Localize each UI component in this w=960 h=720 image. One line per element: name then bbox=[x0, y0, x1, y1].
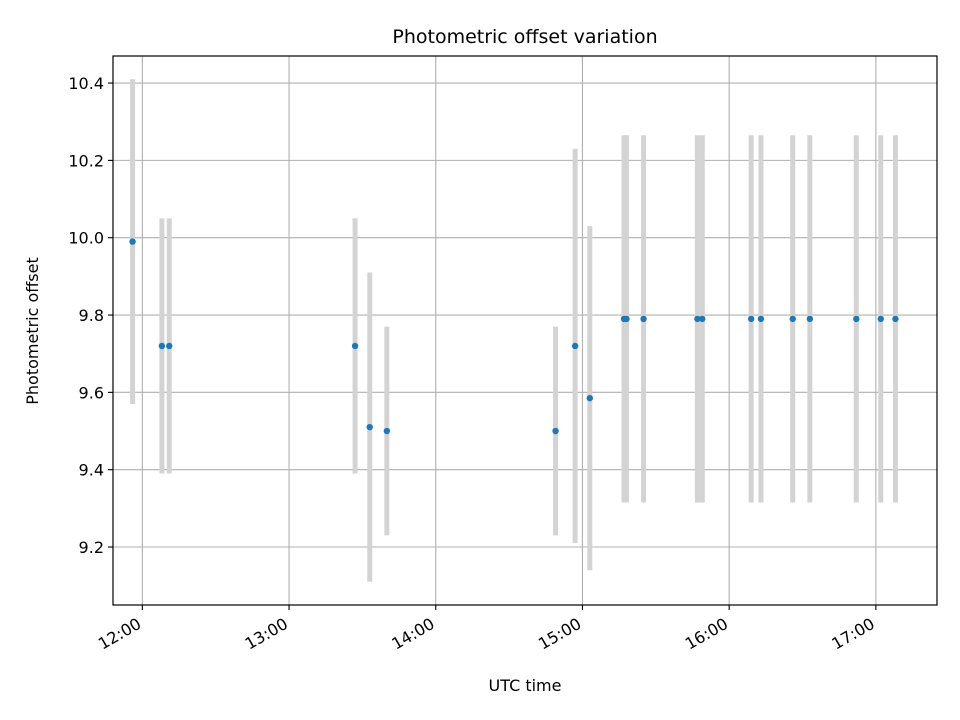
grid-lines bbox=[113, 56, 937, 605]
y-tick-label: 9.8 bbox=[79, 306, 104, 325]
data-point bbox=[806, 315, 814, 323]
data-point bbox=[747, 315, 755, 323]
data-point bbox=[571, 342, 579, 350]
x-axis-label: UTC time bbox=[489, 676, 562, 695]
y-tick-label: 10.4 bbox=[68, 74, 104, 93]
data-point bbox=[366, 423, 373, 431]
data-point bbox=[694, 315, 701, 323]
data-point bbox=[789, 315, 796, 323]
data-point bbox=[158, 342, 166, 350]
data-point bbox=[640, 315, 647, 323]
data-point bbox=[586, 394, 593, 402]
data-point bbox=[892, 315, 899, 323]
y-tick-label: 9.4 bbox=[79, 461, 104, 480]
y-tick-label: 9.6 bbox=[79, 383, 104, 402]
y-tick-label: 10.2 bbox=[68, 151, 104, 170]
data-point bbox=[757, 315, 765, 323]
data-points bbox=[129, 238, 899, 435]
data-point bbox=[552, 427, 559, 435]
data-point bbox=[699, 315, 706, 323]
chart-title: Photometric offset variation bbox=[392, 26, 657, 48]
y-tick-label: 9.2 bbox=[79, 538, 104, 557]
data-point bbox=[383, 427, 391, 435]
y-tick-label: 10.0 bbox=[68, 229, 104, 248]
plot-frame bbox=[112, 55, 938, 606]
y-axis-label: Photometric offset bbox=[23, 257, 42, 405]
data-point bbox=[351, 342, 359, 350]
data-point bbox=[129, 238, 136, 245]
data-point bbox=[166, 342, 173, 350]
y-axis-ticks: 9.2 9.4 9.6 9.8 10.0 10.2 10.4 bbox=[68, 74, 113, 557]
data-point bbox=[853, 315, 860, 323]
data-point bbox=[623, 315, 630, 323]
data-point bbox=[877, 315, 884, 323]
